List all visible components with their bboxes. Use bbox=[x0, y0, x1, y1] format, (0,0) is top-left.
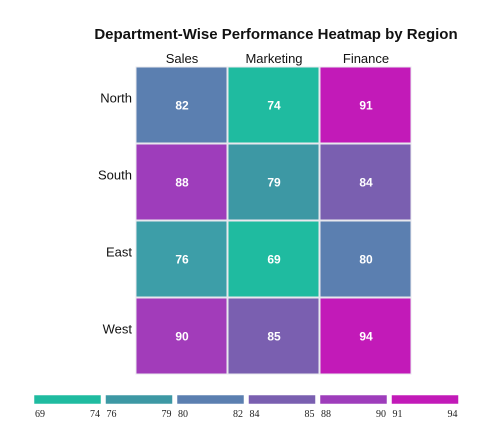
legend-min-label: 84 bbox=[250, 409, 260, 420]
heatmap-cell bbox=[227, 66, 320, 144]
legend-min-label: 88 bbox=[321, 409, 331, 420]
cell-value-label: 74 bbox=[267, 99, 281, 113]
legend-swatch bbox=[248, 394, 316, 405]
column-label: Finance bbox=[343, 51, 389, 66]
cell-value-label: 94 bbox=[359, 330, 373, 344]
row-label: South bbox=[98, 168, 132, 183]
cell-value-label: 69 bbox=[267, 253, 281, 267]
legend-min-label: 91 bbox=[393, 409, 403, 420]
cell-value-label: 85 bbox=[267, 330, 281, 344]
heatmap-cell bbox=[135, 66, 228, 144]
heatmap-cell bbox=[227, 143, 320, 221]
legend-swatch bbox=[391, 394, 459, 405]
heatmap-cell bbox=[135, 143, 228, 221]
cell-value-label: 76 bbox=[175, 253, 189, 267]
cell-value-label: 88 bbox=[175, 176, 189, 190]
heatmap-cell bbox=[135, 220, 228, 298]
legend-max-label: 82 bbox=[233, 409, 243, 420]
column-label: Marketing bbox=[245, 51, 302, 66]
chart-title: Department-Wise Performance Heatmap by R… bbox=[94, 26, 457, 43]
legend-swatch bbox=[319, 394, 388, 405]
row-label: East bbox=[106, 245, 132, 260]
legend-max-label: 79 bbox=[162, 409, 172, 420]
legend-max-label: 85 bbox=[305, 409, 315, 420]
legend-max-label: 90 bbox=[376, 409, 386, 420]
legend-swatch bbox=[105, 394, 173, 405]
cell-value-label: 84 bbox=[359, 176, 373, 190]
heatmap-cell bbox=[319, 220, 412, 298]
row-label: West bbox=[103, 322, 133, 337]
heatmap-cell bbox=[227, 297, 320, 375]
legend-min-label: 80 bbox=[178, 409, 188, 420]
legend-min-label: 76 bbox=[107, 409, 117, 420]
column-label: Sales bbox=[166, 51, 199, 66]
column-labels: Sales Marketing Finance bbox=[166, 51, 389, 66]
heatmap-cell bbox=[319, 143, 412, 221]
legend-max-label: 94 bbox=[448, 409, 458, 420]
row-label: North bbox=[100, 91, 132, 106]
heatmap-cell bbox=[135, 297, 228, 375]
legend-swatch bbox=[176, 394, 245, 405]
heatmap-cell bbox=[227, 220, 320, 298]
cell-value-label: 91 bbox=[359, 99, 373, 113]
heatmap-cell bbox=[319, 66, 412, 144]
color-legend: 69 74 76 79 80 82 84 85 88 90 91 94 bbox=[33, 394, 459, 420]
heatmap-cell bbox=[319, 297, 412, 375]
row-labels: North South East West bbox=[98, 91, 132, 337]
heatmap-cells: 82 74 91 88 79 84 76 69 80 90 85 94 bbox=[135, 66, 412, 375]
cell-value-label: 80 bbox=[359, 253, 373, 267]
legend-min-label: 69 bbox=[35, 409, 45, 420]
legend-swatch bbox=[33, 394, 102, 405]
cell-value-label: 90 bbox=[175, 330, 189, 344]
legend-max-label: 74 bbox=[90, 409, 100, 420]
cell-value-label: 82 bbox=[175, 99, 189, 113]
cell-value-label: 79 bbox=[267, 176, 281, 190]
